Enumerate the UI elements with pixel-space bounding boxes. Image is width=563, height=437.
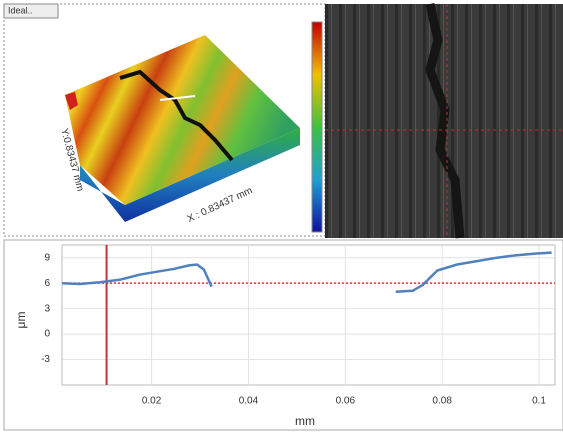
x-tick-label: 0.08 [432, 396, 452, 407]
profile-line [61, 251, 552, 293]
crack-profile [119, 69, 234, 162]
x-tick-label: 0.1 [532, 396, 546, 407]
color-scale [311, 21, 323, 233]
plot-area [61, 244, 556, 386]
x-tick-label: 0.04 [239, 396, 259, 407]
y-axis-label: μm [14, 312, 28, 329]
y-tick-label: 6 [44, 278, 50, 289]
x-tick-label: 0.02 [142, 396, 162, 407]
y-tick-label: 0 [44, 329, 50, 340]
x-tick-label: 0.06 [336, 396, 356, 407]
surface-peak [65, 92, 78, 110]
section-marker [159, 95, 196, 101]
crack-image [425, 3, 465, 239]
view3d-tab[interactable] [3, 3, 59, 19]
x-axis-label: mm [295, 414, 315, 428]
y-tick-label: 9 [44, 252, 50, 263]
y-tick-label: -3 [41, 354, 50, 365]
tab-label: Ideal.. [8, 5, 33, 15]
y-tick-label: 3 [44, 303, 50, 314]
